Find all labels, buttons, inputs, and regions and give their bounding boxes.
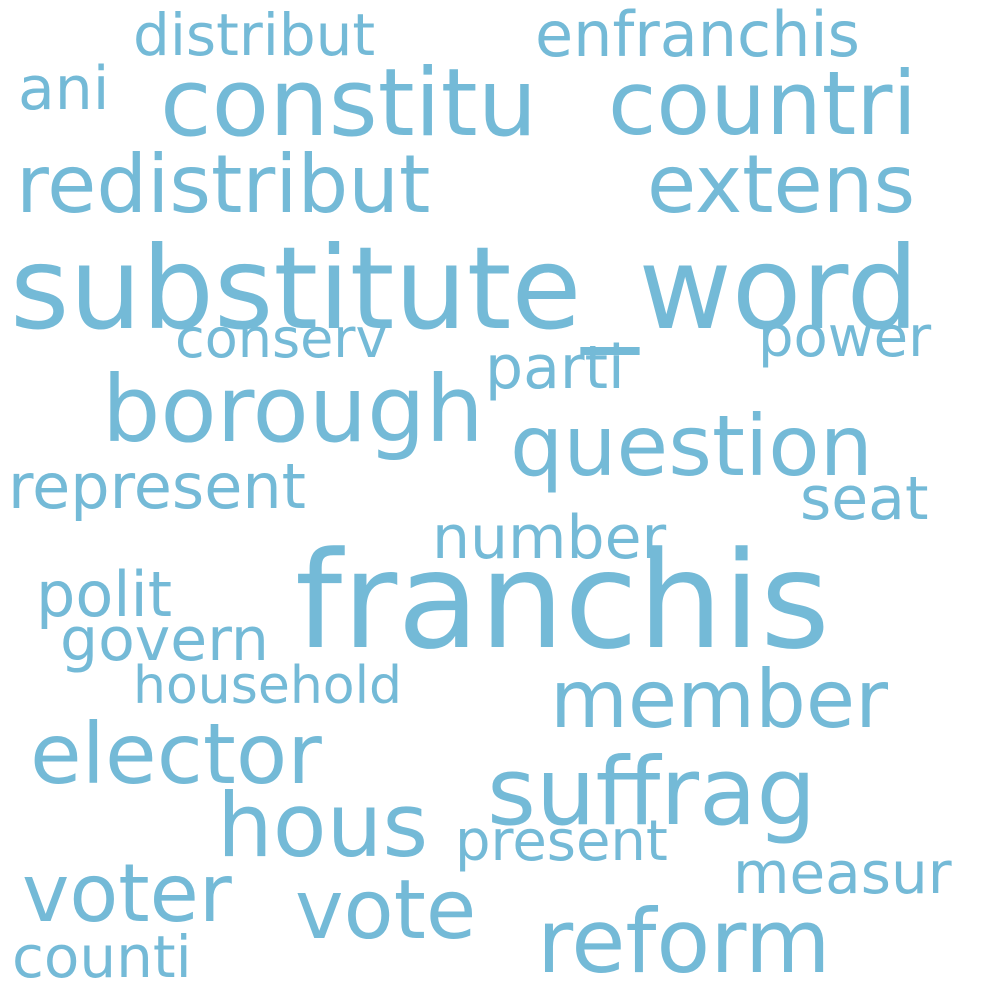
word-reform: reform	[537, 890, 831, 993]
word-voter: voter	[22, 847, 232, 940]
word-distribut: distribut	[133, 1, 376, 69]
word-household: household	[133, 656, 403, 716]
word-suffrag: suffrag	[487, 738, 817, 847]
word-measur: measur	[733, 839, 952, 907]
word-extens: extens	[647, 138, 916, 231]
word-member: member	[550, 653, 888, 746]
word-conserv: conserv	[175, 307, 388, 370]
word-redistribut: redistribut	[16, 138, 431, 231]
word-counti: counti	[12, 923, 192, 991]
word-power: power	[758, 305, 932, 370]
word-represent: represent	[8, 450, 306, 523]
word-number: number	[432, 503, 667, 573]
word-borough: borough	[102, 356, 484, 463]
word-elector: elector	[30, 705, 322, 803]
word-govern: govern	[60, 605, 269, 675]
word-present: present	[455, 809, 668, 874]
word-seat: seat	[800, 464, 929, 534]
word-question: question	[510, 397, 873, 495]
word-substitute-word: substitute_word	[10, 222, 919, 355]
word-franchis: franchis	[295, 523, 830, 679]
word-vote: vote	[295, 863, 477, 958]
word-polit: polit	[36, 558, 173, 631]
word-hous: hous	[217, 774, 429, 877]
word-constitu: constitu	[160, 49, 538, 158]
word-parti: parti	[485, 333, 625, 403]
word-countri: countri	[608, 52, 917, 155]
word-ani: ani	[18, 54, 110, 124]
word-enfranchis: enfranchis	[535, 0, 860, 71]
